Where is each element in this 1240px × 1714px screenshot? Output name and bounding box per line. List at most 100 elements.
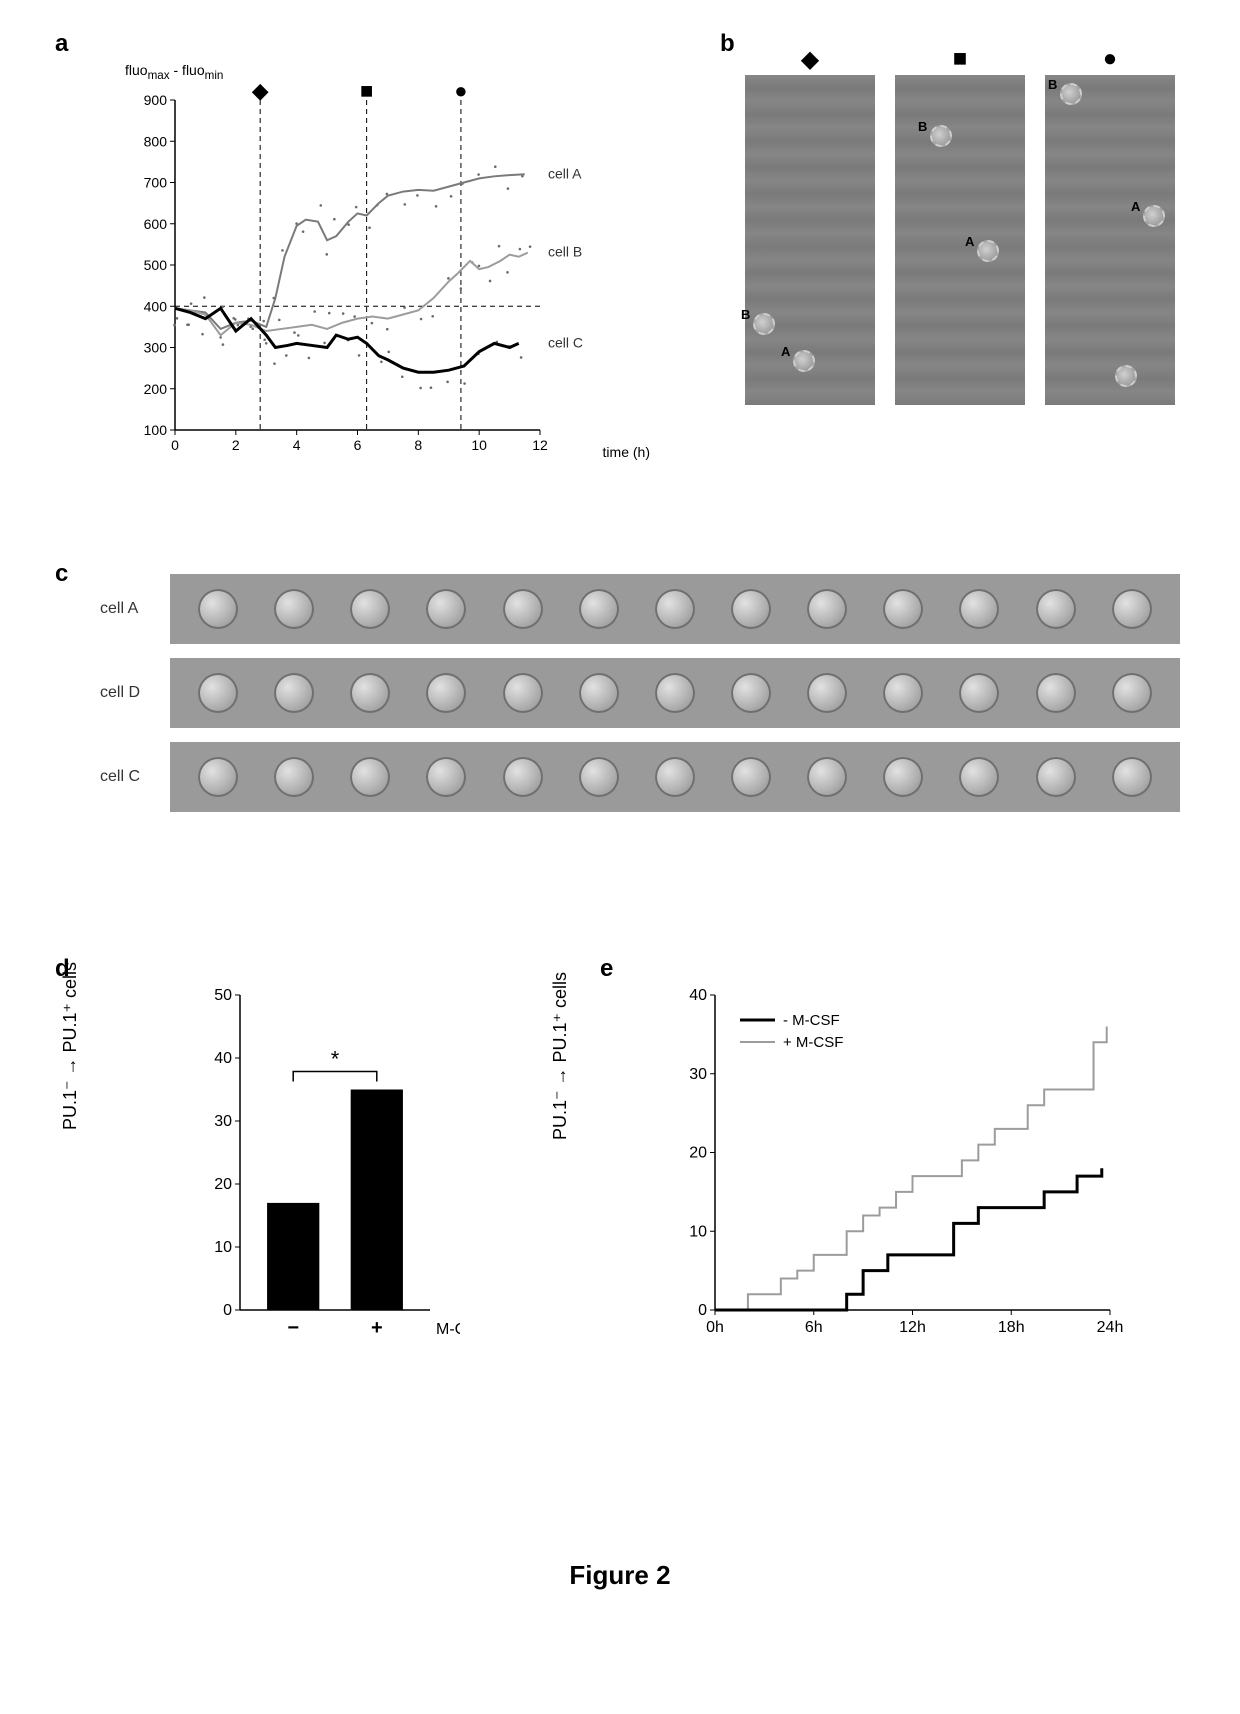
strip-cell [198, 757, 238, 797]
svg-text:700: 700 [144, 175, 168, 191]
svg-text:+: + [371, 1317, 383, 1339]
strip-label: cell C [100, 768, 170, 786]
panel-a: fluomax - fluomin 1002003004005006007008… [60, 40, 660, 500]
strip-row: cell A [100, 574, 1180, 644]
svg-text:6h: 6h [805, 1319, 823, 1336]
strip-row: cell C [100, 742, 1180, 812]
svg-text:8: 8 [414, 437, 422, 453]
svg-text:0: 0 [223, 1302, 232, 1319]
cell-label: B [741, 307, 750, 322]
strip-cell [350, 673, 390, 713]
cell-dot [753, 313, 775, 335]
thumbnail: ◆BA [745, 75, 875, 405]
figure-caption: Figure 2 [0, 1560, 1240, 1591]
svg-text:20: 20 [689, 1145, 707, 1162]
cell-dot [930, 125, 952, 147]
panel-e: PU.1⁻ → PU.1⁺ cells 0102030400h6h12h18h2… [600, 960, 1160, 1380]
svg-text:30: 30 [689, 1066, 707, 1083]
strip-cell [1112, 589, 1152, 629]
strip-cell [1036, 589, 1076, 629]
svg-text:cell A: cell A [548, 165, 582, 181]
svg-text:10: 10 [214, 1239, 232, 1256]
svg-text:0: 0 [171, 437, 179, 453]
thumb-marker-icon: ● [1103, 45, 1118, 73]
strip-cell [1112, 673, 1152, 713]
strip-cell [426, 757, 466, 797]
thumbnail: ●BA [1045, 75, 1175, 405]
strip-row: cell D [100, 658, 1180, 728]
thumb-marker-icon: ◆ [801, 45, 819, 74]
yl-t2: - fluo [170, 62, 205, 78]
strip [170, 658, 1180, 728]
yl-t1: fluo [125, 62, 148, 78]
strip-cell [807, 589, 847, 629]
cell-dot [1115, 365, 1137, 387]
svg-text:2: 2 [232, 437, 240, 453]
panel-c: cell A cell D cell C [60, 560, 1180, 880]
strip [170, 742, 1180, 812]
svg-text:200: 200 [144, 381, 168, 397]
strip-cell [655, 589, 695, 629]
svg-text:M-CSF: M-CSF [436, 1321, 460, 1338]
cell-dot [793, 350, 815, 372]
strip-label: cell A [100, 600, 170, 618]
chart-e: 0102030400h6h12h18h24h- M-CSF+ M-CSF [670, 980, 1130, 1360]
strip-cell [198, 673, 238, 713]
svg-text:- M-CSF: - M-CSF [783, 1012, 840, 1029]
cell-label: A [965, 234, 974, 249]
strip-cell [426, 673, 466, 713]
strip-cell [959, 673, 999, 713]
svg-text:400: 400 [144, 298, 168, 314]
svg-text:300: 300 [144, 340, 168, 356]
svg-text:40: 40 [214, 1050, 232, 1067]
strip-cell [807, 673, 847, 713]
panel-b: ◆BA■BA●BA [720, 40, 1200, 440]
strip-cell [503, 757, 543, 797]
svg-text:0h: 0h [706, 1319, 724, 1336]
thumb-wrap: ◆BA■BA●BA [720, 75, 1200, 405]
strip-cell [883, 673, 923, 713]
svg-text:■: ■ [360, 80, 373, 103]
svg-text:900: 900 [144, 92, 168, 108]
cell-dot [977, 240, 999, 262]
panel-d-ylabel: PU.1⁻ → PU.1⁺ cells [60, 962, 81, 1130]
svg-text:500: 500 [144, 257, 168, 273]
svg-text:−: − [287, 1317, 299, 1339]
svg-text:◆: ◆ [252, 80, 269, 103]
strip-cell [731, 673, 771, 713]
row-ab: fluomax - fluomin 1002003004005006007008… [60, 40, 1180, 500]
strip-cell [655, 757, 695, 797]
strip-label: cell D [100, 684, 170, 702]
cell-label: A [781, 344, 790, 359]
strip-cell [503, 589, 543, 629]
svg-text:+ M-CSF: + M-CSF [783, 1034, 843, 1051]
chart-a: 100200300400500600700800900024681012◆■●c… [120, 80, 600, 480]
svg-text:10: 10 [689, 1223, 707, 1240]
svg-text:18h: 18h [998, 1319, 1025, 1336]
panel-d: PU.1⁻ → PU.1⁺ cells 01020304050−+M-CSF* [120, 960, 480, 1380]
strip [170, 574, 1180, 644]
strip-cell [350, 757, 390, 797]
svg-text:12: 12 [532, 437, 548, 453]
svg-text:50: 50 [214, 987, 232, 1004]
strip-cell [1112, 757, 1152, 797]
strip-cell [274, 589, 314, 629]
strip-cell [807, 757, 847, 797]
svg-text:24h: 24h [1097, 1319, 1124, 1336]
strip-cell [731, 757, 771, 797]
strip-cell [426, 589, 466, 629]
chart-d: 01020304050−+M-CSF* [200, 980, 460, 1360]
cell-dot [1060, 83, 1082, 105]
thumbnail: ■BA [895, 75, 1025, 405]
svg-text:10: 10 [471, 437, 487, 453]
strip-cell [959, 757, 999, 797]
strip-cell [655, 673, 695, 713]
strip-cell [883, 757, 923, 797]
strip-cell [579, 673, 619, 713]
svg-text:cell C: cell C [548, 334, 583, 350]
strip-cell [198, 589, 238, 629]
svg-text:*: * [331, 1047, 340, 1072]
strip-cell [503, 673, 543, 713]
strip-cell [1036, 673, 1076, 713]
strip-cell [579, 589, 619, 629]
